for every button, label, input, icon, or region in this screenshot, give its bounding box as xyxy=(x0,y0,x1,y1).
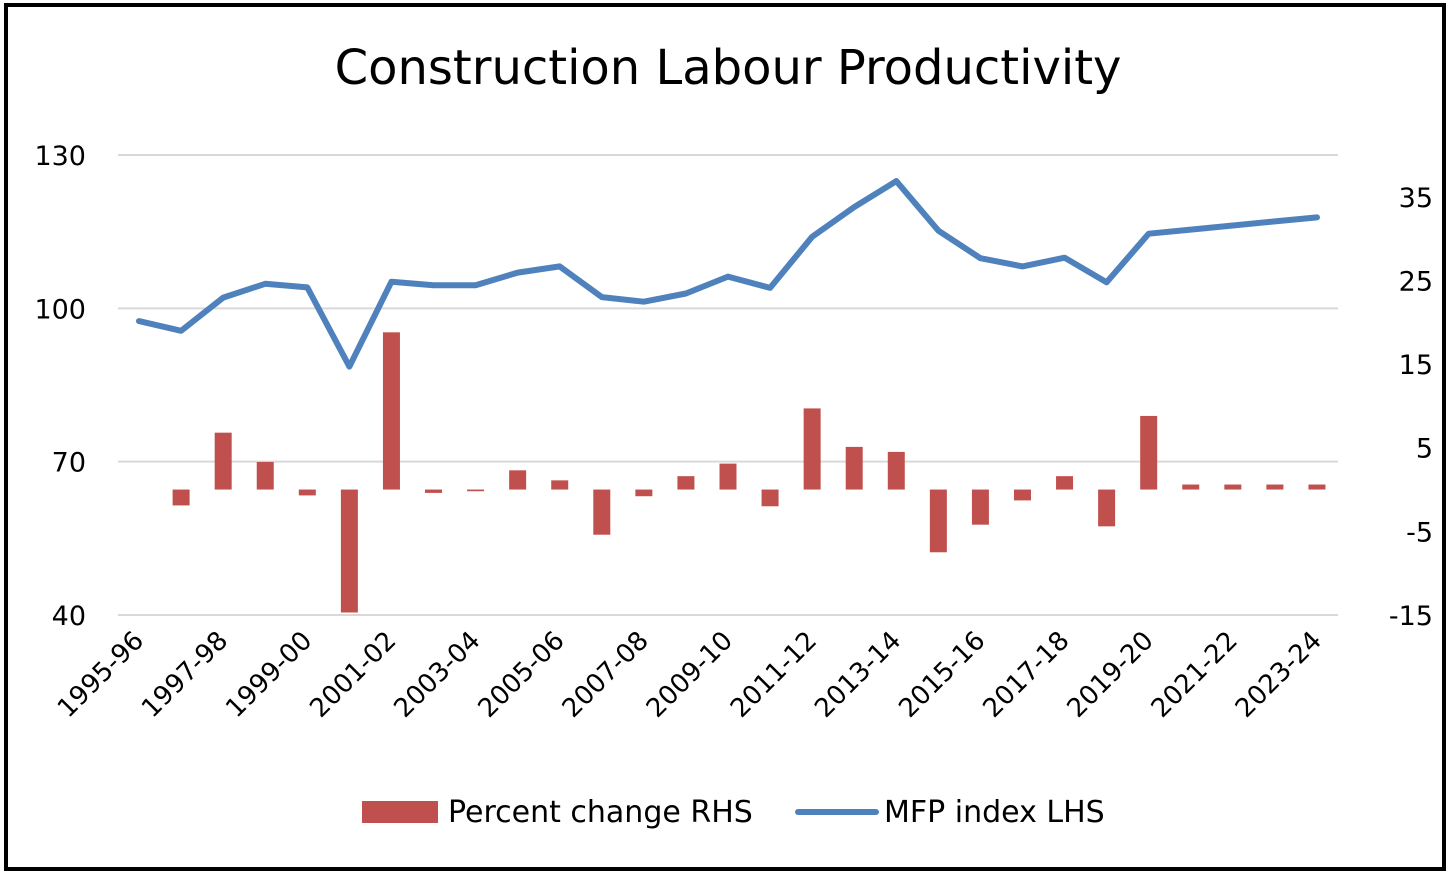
bar-2003-04 xyxy=(467,489,485,492)
bar-2011-12 xyxy=(803,408,821,490)
mfp-point-2004-05 xyxy=(517,272,519,274)
mfp-point-2009-10 xyxy=(727,276,729,278)
right-axis-tick-label: 35 xyxy=(1399,183,1433,214)
bar-2017-18 xyxy=(1056,476,1074,490)
mfp-point-1999-00 xyxy=(306,286,308,288)
bar-2000-01 xyxy=(340,489,358,613)
left-axis-ticks: 40 70 100 130 xyxy=(34,141,86,632)
mfp-point-2023-24 xyxy=(1316,216,1318,218)
right-axis-tick-label: 5 xyxy=(1416,434,1433,465)
right-axis-tick-label: -15 xyxy=(1389,601,1433,632)
bar-2001-02 xyxy=(382,332,400,490)
bar-1998-99 xyxy=(256,461,274,490)
x-axis-tick-label: 2011-12 xyxy=(725,626,823,724)
mfp-point-2013-14 xyxy=(895,180,897,182)
mfp-point-2016-17 xyxy=(1021,265,1023,267)
legend-label-mfp-index: MFP index LHS xyxy=(884,795,1105,830)
left-axis-tick-label: 100 xyxy=(34,294,86,325)
bar-2020-21 xyxy=(1182,484,1200,490)
legend-label-percent-change: Percent change RHS xyxy=(448,795,753,830)
bar-2019-20 xyxy=(1140,415,1158,490)
mfp-point-2008-09 xyxy=(685,293,687,295)
x-axis-tick-label: 2001-02 xyxy=(304,626,402,724)
mfp-point-2021-22 xyxy=(1232,225,1234,227)
bar-2013-14 xyxy=(887,451,905,490)
right-axis-tick-label: -5 xyxy=(1406,517,1433,548)
bar-2005-06 xyxy=(551,480,569,490)
x-axis-tick-label: 2003-04 xyxy=(389,626,487,724)
left-axis-tick-label: 40 xyxy=(52,601,86,632)
chart-title: Construction Labour Productivity xyxy=(334,40,1122,96)
bar-2021-22 xyxy=(1224,484,1242,490)
mfp-point-2003-04 xyxy=(475,284,477,286)
bar-2008-09 xyxy=(677,476,695,490)
mfp-point-2017-18 xyxy=(1064,257,1066,259)
mfp-point-2015-16 xyxy=(979,257,981,259)
x-axis-tick-label: 2005-06 xyxy=(473,626,571,724)
mfp-point-2005-06 xyxy=(559,265,561,267)
bar-1997-98 xyxy=(214,432,232,490)
mfp-point-2007-08 xyxy=(643,301,645,303)
mfp-point-2018-19 xyxy=(1106,281,1108,283)
bar-2009-10 xyxy=(719,463,737,490)
chart-frame xyxy=(4,3,1446,871)
x-axis-tick-label: 2021-22 xyxy=(1146,626,1244,724)
x-axis-tick-label: 2009-10 xyxy=(641,626,739,724)
mfp-point-1996-97 xyxy=(180,330,182,332)
right-axis-tick-label: 15 xyxy=(1399,350,1433,381)
mfp-point-2012-13 xyxy=(853,206,855,208)
bar-1996-97 xyxy=(172,489,190,506)
mfp-point-2020-21 xyxy=(1190,229,1192,231)
x-axis-tick-label: 1997-98 xyxy=(136,626,234,724)
bar-2014-15 xyxy=(929,489,947,553)
mfp-point-2000-01 xyxy=(348,366,350,368)
mfp-point-2022-23 xyxy=(1274,220,1276,222)
x-axis-tick-label: 2013-14 xyxy=(809,626,907,724)
bar-2002-03 xyxy=(425,489,443,493)
x-axis-tick-label: 2023-24 xyxy=(1230,626,1328,724)
bar-2018-19 xyxy=(1098,489,1116,527)
left-axis-tick-label: 70 xyxy=(52,448,86,479)
bar-2007-08 xyxy=(635,489,653,497)
right-axis-ticks: -15 -5 5 15 25 35 xyxy=(1389,183,1433,632)
mfp-point-1998-99 xyxy=(264,283,266,285)
mfp-point-2001-02 xyxy=(390,281,392,283)
bar-2010-11 xyxy=(761,489,779,507)
mfp-point-2019-20 xyxy=(1148,233,1150,235)
gridlines xyxy=(118,154,1338,616)
x-axis-tick-label: 2007-08 xyxy=(557,626,655,724)
mfp-index-line-group xyxy=(136,178,1320,370)
x-axis-tick-label: 1999-00 xyxy=(220,626,318,724)
x-axis-ticks: 1995-961997-981999-002001-022003-042005-… xyxy=(52,626,1328,724)
bar-2022-23 xyxy=(1266,484,1284,490)
percent-change-bars xyxy=(172,332,1326,613)
right-axis-tick-label: 25 xyxy=(1399,266,1433,297)
mfp-point-2011-12 xyxy=(811,236,813,238)
bar-2015-16 xyxy=(971,489,989,525)
x-axis-tick-label: 1995-96 xyxy=(52,626,150,724)
mfp-point-2014-15 xyxy=(937,230,939,232)
x-axis-tick-label: 2015-16 xyxy=(893,626,991,724)
bar-2006-07 xyxy=(593,489,611,535)
mfp-point-1995-96 xyxy=(138,320,140,322)
bar-2012-13 xyxy=(845,446,863,490)
left-axis-tick-label: 130 xyxy=(34,141,86,172)
mfp-point-1997-98 xyxy=(222,297,224,299)
bar-1999-00 xyxy=(298,489,316,496)
legend: Percent change RHS MFP index LHS xyxy=(362,795,1105,830)
mfp-point-2006-07 xyxy=(601,296,603,298)
x-axis-tick-label: 2019-20 xyxy=(1062,626,1160,724)
legend-swatch-percent-change xyxy=(362,801,438,823)
x-axis-tick-label: 2017-18 xyxy=(977,626,1075,724)
mfp-index-line xyxy=(136,178,1320,370)
mfp-point-2010-11 xyxy=(769,287,771,289)
bar-2016-17 xyxy=(1013,489,1031,501)
mfp-point-2002-03 xyxy=(433,284,435,286)
bar-2023-24 xyxy=(1308,484,1326,490)
bar-2004-05 xyxy=(509,470,527,490)
